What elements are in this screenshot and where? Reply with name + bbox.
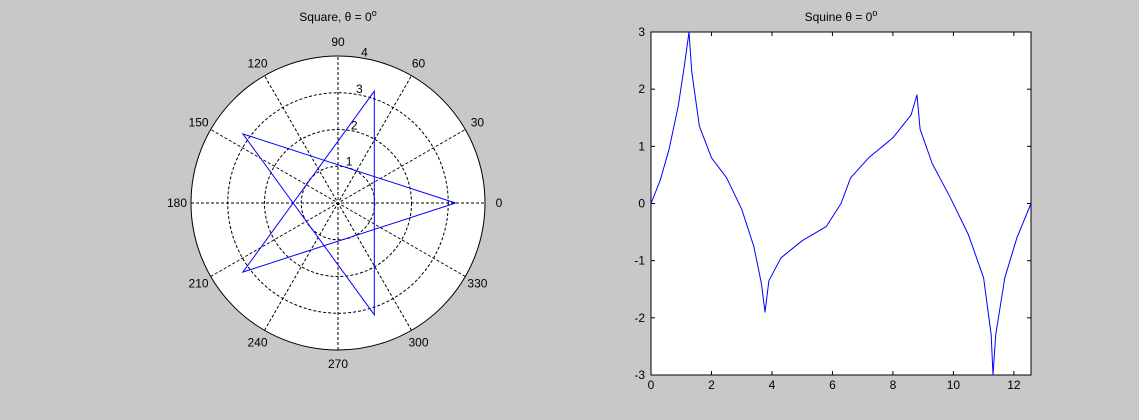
polar-grid [191, 56, 485, 350]
polar-angle-label: 210 [189, 277, 209, 291]
line-series-curve [650, 31, 1032, 376]
x-tick-label: 10 [947, 378, 961, 392]
polar-title: Square, θ = 0o [299, 8, 376, 24]
polar-angle-label: 150 [189, 116, 209, 130]
polar-angle-label: 60 [412, 57, 426, 71]
x-tick-label: 6 [829, 378, 836, 392]
polar-angle-label: 270 [328, 357, 348, 371]
y-tick-label: 3 [638, 25, 645, 39]
polar-plot: Square, θ = 0o 1 2 3 4 0 30 60 90 120 150 180 210 2… [167, 8, 503, 371]
line-series [650, 31, 1032, 376]
polar-spoke-150 [210, 129, 466, 277]
polar-radius-label: 2 [351, 118, 358, 132]
y-tick-label: -3 [634, 368, 645, 382]
polar-angle-labels: 0 30 60 90 120 150 180 210 240 270 300 330 [167, 35, 503, 371]
polar-radius-label: 4 [361, 45, 368, 59]
polar-angle-label: 180 [167, 196, 187, 210]
polar-angle-label: 300 [408, 335, 428, 349]
polar-angle-label: 330 [467, 277, 487, 291]
y-tick-label: 1 [638, 139, 645, 153]
x-tick-label: 0 [648, 378, 655, 392]
x-tick-label: 12 [1007, 378, 1021, 392]
line-title: Squine θ = 0o [805, 8, 878, 24]
polar-ring-2 [264, 129, 412, 277]
polar-radius-label: 1 [346, 155, 353, 169]
polar-angle-label: 120 [247, 57, 267, 71]
polar-radius-labels: 1 2 3 4 [346, 45, 368, 168]
polar-radius-label: 3 [356, 82, 363, 96]
polar-angle-label: 30 [471, 116, 485, 130]
polar-angle-label: 240 [247, 335, 267, 349]
polar-ring-3 [227, 92, 449, 314]
polar-series-line [241, 89, 456, 317]
polar-angle-label: 90 [331, 35, 345, 49]
polar-series [241, 89, 456, 317]
y-tick-label: -1 [634, 254, 645, 268]
y-tick-label: -2 [634, 311, 645, 325]
y-tick-label: 2 [638, 82, 645, 96]
y-tick-label: 0 [638, 197, 645, 211]
x-tick-label: 8 [890, 378, 897, 392]
x-tick-label: 2 [708, 378, 715, 392]
x-tick-label: 4 [769, 378, 776, 392]
polar-angle-label: 0 [496, 196, 503, 210]
